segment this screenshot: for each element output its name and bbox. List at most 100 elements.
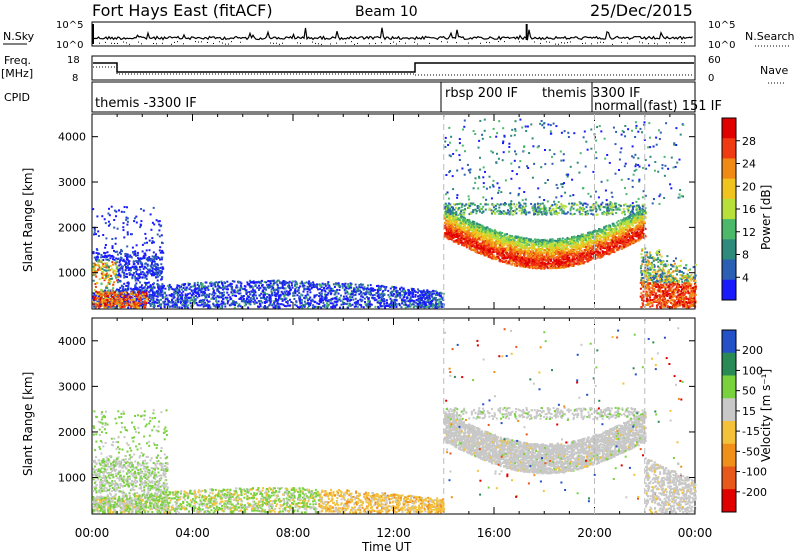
power-morning-cell [111, 247, 114, 249]
noise-search-dot [123, 41, 124, 43]
power-morning-cell [134, 265, 137, 268]
power-morning-cell [151, 237, 154, 240]
power-near-range-cell [319, 294, 322, 296]
power-morning-cell [155, 276, 157, 279]
power-near-range-cell [290, 282, 293, 285]
power-near-range-cell [434, 306, 437, 309]
noise-search-dot [162, 42, 163, 44]
power-near-range-cell [257, 300, 260, 303]
power-near-range-cell [411, 294, 414, 297]
power-near-range-cell [235, 301, 238, 304]
power-near-range-cell [299, 282, 302, 285]
power-near-range-cell [300, 300, 303, 303]
power-near-range-cell [367, 284, 369, 287]
noise-search-dot [561, 42, 562, 44]
power-morning-cell [120, 285, 123, 288]
power-morning-cell [105, 256, 108, 258]
power-near-range-cell [358, 285, 361, 288]
noise-search-dot [111, 42, 112, 44]
power-morning-cell [134, 284, 137, 287]
power-morning-cell [143, 242, 146, 245]
power-near-range-cell [325, 299, 328, 302]
power-near-range-cell [245, 303, 247, 306]
noise-search-dot [354, 43, 355, 45]
power-near-range-cell [273, 302, 275, 305]
power-near-range-cell [195, 302, 198, 304]
power-near-range-cell [325, 294, 328, 297]
power-near-range-cell [373, 296, 376, 299]
noise-search-dot [429, 42, 430, 44]
power-near-range-cell [435, 305, 438, 308]
power-morning-cell [109, 269, 112, 272]
power-near-range-cell [158, 287, 161, 290]
power-near-range-cell [179, 286, 181, 289]
power-near-range-cell [151, 303, 153, 305]
power-near-range-cell [256, 281, 259, 284]
power-near-range-cell [398, 292, 401, 294]
power-near-range-cell [280, 290, 283, 293]
power-near-range-cell [253, 299, 256, 302]
power-morning-cell [122, 222, 125, 225]
power-near-range-cell [346, 306, 349, 309]
power-morning-cell [100, 282, 103, 285]
power-near-range-cell [330, 292, 333, 295]
power-near-range-cell [188, 287, 191, 290]
power-near-range-cell [331, 302, 334, 305]
power-near-range-cell [222, 291, 225, 294]
power-near-range-cell [328, 289, 331, 292]
power-near-range-cell [249, 303, 252, 306]
power-near-range-cell [213, 297, 215, 300]
power-strong-near-cell [96, 302, 99, 304]
power-near-range-cell [245, 291, 248, 294]
power-strong-near-cell [106, 291, 109, 294]
power-near-range-cell [426, 296, 429, 299]
power-near-range-cell [202, 298, 204, 301]
power-morning-cell [101, 215, 104, 218]
power-near-range-cell [379, 288, 382, 290]
power-morning-cell [112, 263, 114, 266]
noise-panel [91, 21, 696, 47]
power-near-range-cell [198, 284, 201, 287]
power-near-range-cell [327, 305, 329, 308]
power-morning-cell [160, 234, 163, 237]
power-near-range-cell [348, 295, 351, 298]
power-near-range-cell [238, 298, 241, 300]
power-near-range-cell [396, 303, 399, 306]
power-near-range-cell [439, 291, 442, 294]
power-near-range-cell [434, 302, 437, 304]
power-near-range-cell [298, 286, 300, 289]
power-near-range-cell [331, 297, 334, 300]
power-near-range-cell [319, 285, 322, 288]
power-strong-near-cell [124, 298, 127, 301]
power-morning-cell [160, 294, 163, 297]
power-near-range-cell [221, 304, 224, 307]
power-morning-cell [126, 276, 128, 278]
power-near-range-cell [296, 283, 299, 286]
power-near-range-cell [383, 298, 386, 301]
power-near-range-cell [305, 296, 308, 299]
noise-search-dot [207, 42, 208, 44]
power-near-range-cell [320, 301, 322, 304]
power-morning-cell [123, 211, 126, 213]
power-morning-cell [127, 282, 130, 285]
power-morning-cell [92, 270, 95, 273]
power-near-range-cell [259, 282, 262, 285]
power-near-range-cell [318, 283, 321, 286]
power-near-range-cell [410, 299, 413, 302]
power-morning-cell [128, 271, 131, 274]
power-near-range-cell [193, 291, 196, 293]
power-near-range-cell [236, 290, 238, 293]
noise-search-dot [558, 43, 559, 45]
power-morning-cell [153, 268, 156, 271]
power-near-range-cell [425, 304, 428, 307]
power-morning-cell [128, 260, 131, 263]
power-near-range-cell [250, 290, 253, 293]
power-near-range-cell [402, 300, 405, 303]
power-near-range-cell [440, 305, 443, 308]
power-near-range-cell [264, 293, 266, 296]
power-near-range-cell [419, 305, 422, 308]
power-morning-cell [97, 230, 100, 233]
power-near-range-cell [313, 296, 316, 299]
power-morning-cell [123, 206, 126, 208]
power-morning-cell [92, 265, 95, 268]
